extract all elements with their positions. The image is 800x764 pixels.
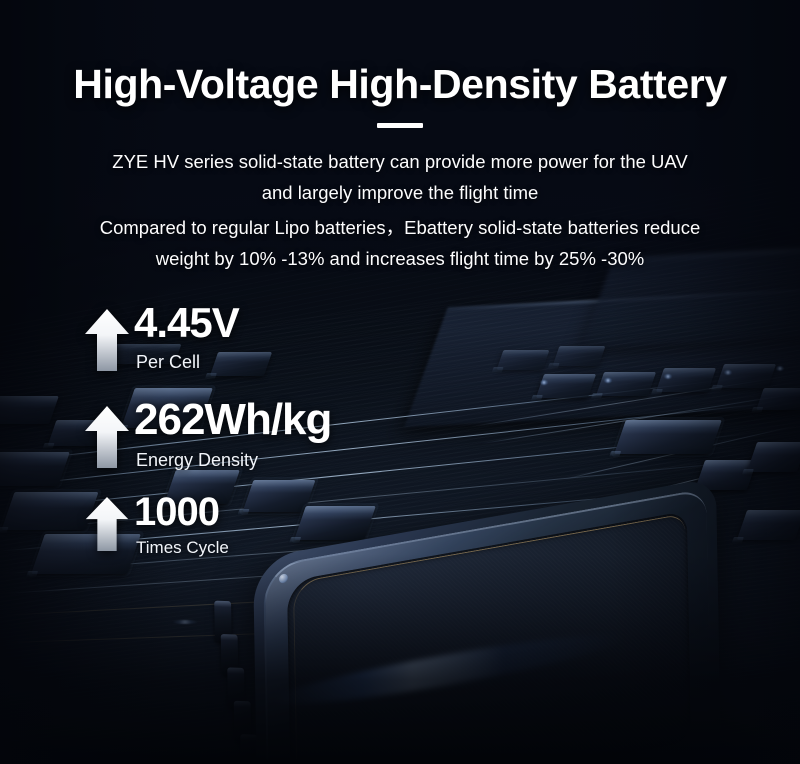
page-title: High-Voltage High-Density Battery (73, 61, 727, 107)
intro-line-3: Compared to regular Lipo batteries，Ebatt… (99, 217, 701, 238)
intro-paragraphs: ZYE HV series solid-state battery can pr… (40, 146, 760, 274)
specular-highlight (540, 380, 548, 385)
up-arrow-icon (84, 496, 130, 552)
stat-label: Energy Density (136, 450, 259, 470)
stat-label: Times Cycle (136, 538, 229, 557)
stat-label: Per Cell (136, 352, 201, 372)
title-divider (377, 123, 423, 128)
right-vignette (610, 0, 800, 764)
left-vignette (0, 0, 170, 764)
stat-value: 1000 (134, 490, 220, 534)
stat-value: 262Wh/kg (134, 395, 332, 444)
up-arrow-icon (84, 405, 130, 469)
intro-line-1: ZYE HV series solid-state battery can pr… (112, 151, 688, 172)
intro-line-4: weight by 10% -13% and increases flight … (155, 248, 645, 269)
intro-line-2: and largely improve the flight time (261, 182, 539, 203)
specular-highlight (604, 378, 612, 383)
up-arrow-icon (84, 308, 130, 372)
stat-value: 4.45V (134, 299, 240, 346)
